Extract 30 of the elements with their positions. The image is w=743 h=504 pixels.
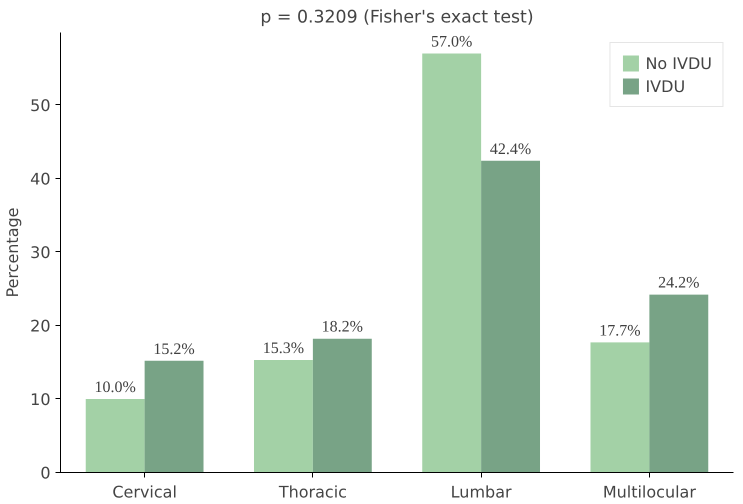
y-tick-label: 50 [30, 96, 50, 115]
data-label: 15.2% [153, 340, 195, 358]
bar [649, 294, 708, 472]
data-label: 24.2% [658, 274, 700, 292]
x-tick-label: Cervical [112, 482, 177, 502]
x-tick-label: Lumbar [450, 482, 512, 502]
y-tick-label: 30 [30, 242, 50, 262]
chart-title: p = 0.3209 (Fisher's exact test) [260, 8, 534, 28]
bar [254, 360, 313, 472]
data-label: 17.7% [599, 322, 641, 340]
data-label: 42.4% [490, 140, 532, 158]
bar [422, 53, 482, 472]
y-tick-label: 10 [30, 390, 50, 409]
legend-label: No IVDU [645, 54, 712, 72]
x-tick-label: Thoracic [278, 482, 347, 502]
y-axis-title: Percentage [3, 207, 22, 298]
bar [86, 398, 145, 472]
y-tick-label: 40 [30, 169, 50, 188]
bar [312, 338, 372, 472]
bar [481, 160, 540, 472]
y-tick-label: 0 [40, 464, 51, 482]
data-label: 10.0% [94, 378, 136, 396]
y-tick-label: 20 [30, 316, 50, 336]
data-label: 18.2% [322, 318, 363, 336]
legend-label: IVDU [645, 76, 686, 96]
data-label: 15.3% [262, 340, 304, 358]
bar [590, 342, 650, 472]
bar [144, 360, 204, 472]
x-tick-label: Multilocular [602, 482, 696, 502]
data-label: 57.0% [431, 33, 472, 50]
